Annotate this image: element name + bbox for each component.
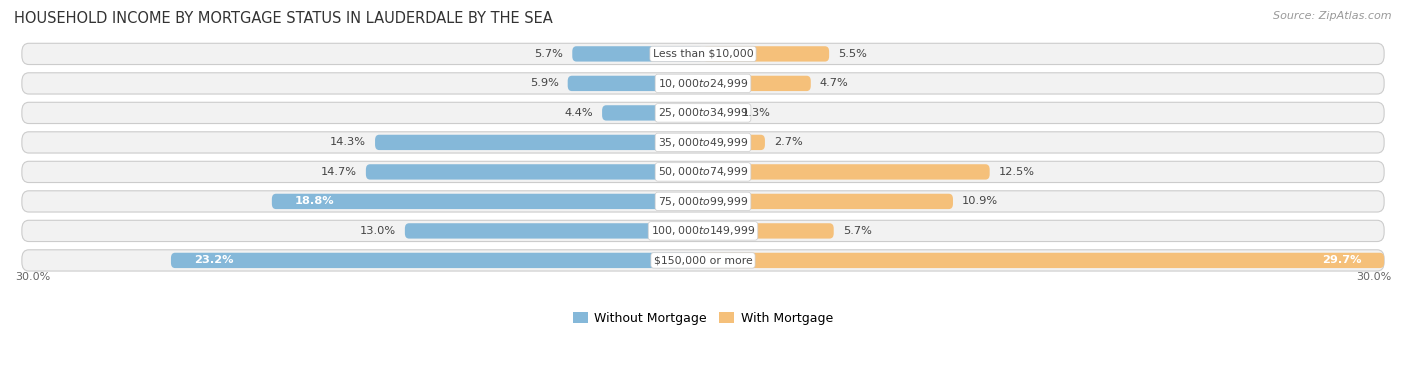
- FancyBboxPatch shape: [703, 223, 834, 239]
- Text: 1.3%: 1.3%: [742, 108, 770, 118]
- FancyBboxPatch shape: [22, 220, 1384, 242]
- FancyBboxPatch shape: [22, 73, 1384, 94]
- FancyBboxPatch shape: [366, 164, 703, 180]
- Text: 5.7%: 5.7%: [534, 49, 564, 59]
- FancyBboxPatch shape: [22, 102, 1384, 124]
- FancyBboxPatch shape: [22, 132, 1384, 153]
- Text: 12.5%: 12.5%: [998, 167, 1035, 177]
- Text: Source: ZipAtlas.com: Source: ZipAtlas.com: [1274, 11, 1392, 21]
- Text: 5.9%: 5.9%: [530, 78, 558, 88]
- Text: 30.0%: 30.0%: [15, 272, 51, 282]
- FancyBboxPatch shape: [572, 46, 703, 62]
- Text: Less than $10,000: Less than $10,000: [652, 49, 754, 59]
- FancyBboxPatch shape: [703, 194, 953, 209]
- FancyBboxPatch shape: [703, 164, 990, 180]
- FancyBboxPatch shape: [703, 105, 733, 121]
- Text: 14.7%: 14.7%: [321, 167, 357, 177]
- Text: $25,000 to $34,999: $25,000 to $34,999: [658, 107, 748, 119]
- Text: 18.8%: 18.8%: [295, 197, 335, 206]
- Text: $100,000 to $149,999: $100,000 to $149,999: [651, 225, 755, 237]
- FancyBboxPatch shape: [703, 253, 1384, 268]
- FancyBboxPatch shape: [405, 223, 703, 239]
- FancyBboxPatch shape: [703, 76, 811, 91]
- Text: 5.7%: 5.7%: [842, 226, 872, 236]
- Text: 23.2%: 23.2%: [194, 256, 233, 265]
- Text: $35,000 to $49,999: $35,000 to $49,999: [658, 136, 748, 149]
- Text: 5.5%: 5.5%: [838, 49, 868, 59]
- Text: 2.7%: 2.7%: [775, 138, 803, 147]
- FancyBboxPatch shape: [172, 253, 703, 268]
- FancyBboxPatch shape: [703, 135, 765, 150]
- Text: 10.9%: 10.9%: [962, 197, 998, 206]
- FancyBboxPatch shape: [22, 250, 1384, 271]
- Text: 4.7%: 4.7%: [820, 78, 849, 88]
- Text: 14.3%: 14.3%: [330, 138, 366, 147]
- FancyBboxPatch shape: [22, 161, 1384, 183]
- FancyBboxPatch shape: [602, 105, 703, 121]
- Text: $10,000 to $24,999: $10,000 to $24,999: [658, 77, 748, 90]
- FancyBboxPatch shape: [271, 194, 703, 209]
- FancyBboxPatch shape: [703, 46, 830, 62]
- Text: $75,000 to $99,999: $75,000 to $99,999: [658, 195, 748, 208]
- Legend: Without Mortgage, With Mortgage: Without Mortgage, With Mortgage: [568, 307, 838, 330]
- Text: 29.7%: 29.7%: [1322, 256, 1361, 265]
- Text: $50,000 to $74,999: $50,000 to $74,999: [658, 166, 748, 178]
- Text: 13.0%: 13.0%: [360, 226, 395, 236]
- FancyBboxPatch shape: [375, 135, 703, 150]
- Text: $150,000 or more: $150,000 or more: [654, 256, 752, 265]
- FancyBboxPatch shape: [568, 76, 703, 91]
- Text: 4.4%: 4.4%: [564, 108, 593, 118]
- Text: 30.0%: 30.0%: [1355, 272, 1391, 282]
- Text: HOUSEHOLD INCOME BY MORTGAGE STATUS IN LAUDERDALE BY THE SEA: HOUSEHOLD INCOME BY MORTGAGE STATUS IN L…: [14, 11, 553, 26]
- FancyBboxPatch shape: [22, 191, 1384, 212]
- FancyBboxPatch shape: [22, 43, 1384, 65]
